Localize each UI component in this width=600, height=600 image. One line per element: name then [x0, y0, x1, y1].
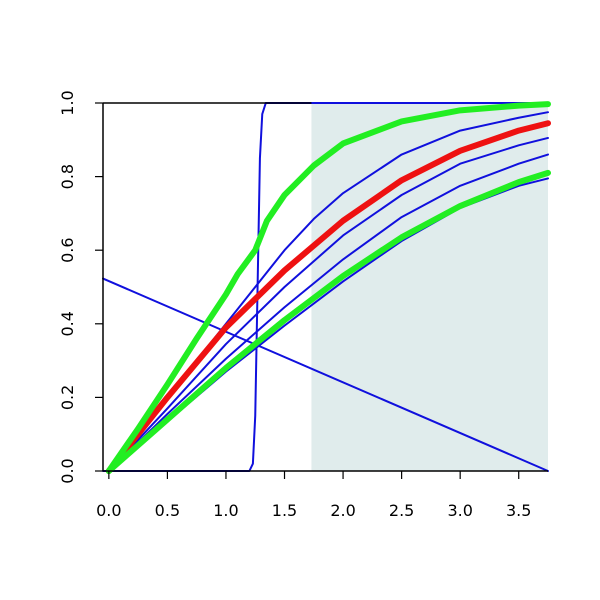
y-tick-label: 0.8	[58, 164, 77, 189]
x-tick-label: 1.0	[213, 501, 238, 520]
y-tick-label: 0.2	[58, 385, 77, 410]
x-tick-label: 3.0	[447, 501, 472, 520]
series-line-4-blue	[107, 136, 549, 472]
axes-layer: 0.0 0.5 1.0 1.5 2.0 2.5 3.0 3.5 0.0 0.2 0.4 0.6 0.8 1…	[58, 90, 548, 520]
x-tick-label: 0.5	[155, 501, 180, 520]
series-line-5-blue	[107, 153, 549, 472]
x-tick-label: 3.5	[506, 501, 531, 520]
y-tick-label: 0.0	[58, 458, 77, 483]
series-line-7-red	[105, 120, 551, 474]
series-line-1-blue	[102, 277, 549, 472]
series-line-2-blue	[102, 102, 549, 472]
y-tick-label: 0.6	[58, 237, 77, 262]
series-line-8-green	[105, 101, 551, 474]
x-tick-label: 2.0	[330, 501, 355, 520]
series-layer	[102, 101, 551, 474]
x-tick-label: 1.5	[272, 501, 297, 520]
y-tick-label: 1.0	[58, 90, 77, 115]
x-tick-label: 2.5	[389, 501, 414, 520]
y-tick-label: 0.4	[58, 311, 77, 336]
shaded-region	[311, 103, 548, 471]
x-tick-label: 0.0	[96, 501, 121, 520]
shaded-region-layer	[311, 103, 548, 471]
series-line-9-green	[105, 169, 551, 474]
